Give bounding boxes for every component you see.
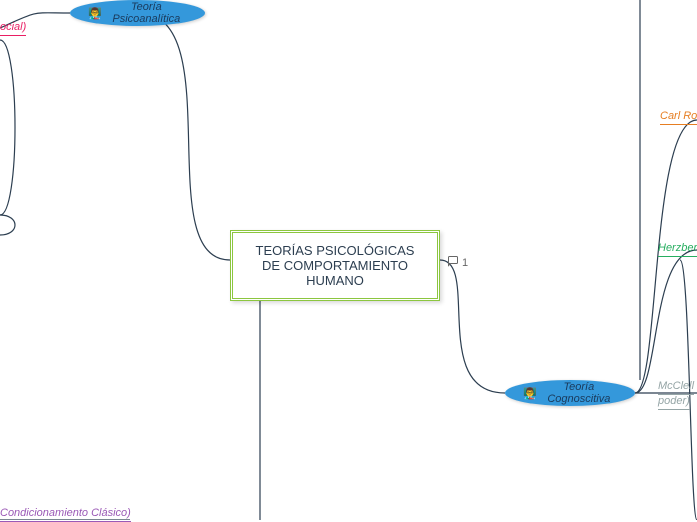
sub-label-mcclelland2[interactable]: poder) — [658, 395, 690, 410]
mindmap-canvas: TEORÍAS PSICOLÓGICAS DE COMPORTAMIENTO H… — [0, 0, 697, 520]
branch-label: Teoría Psicoanalítica — [106, 1, 187, 25]
sub-label-social[interactable]: ocial) — [0, 21, 26, 36]
comment-badge[interactable]: 1 — [447, 255, 468, 270]
teacher-icon: 👨‍🏫 — [88, 7, 102, 20]
central-node[interactable]: TEORÍAS PSICOLÓGICAS DE COMPORTAMIENTO H… — [230, 230, 440, 301]
sub-label-herzberg[interactable]: Herzber — [658, 242, 697, 257]
branch-cognoscitiva[interactable]: 👨‍🏫 Teoría Cognoscitiva — [505, 380, 635, 406]
sub-label-mcclelland1[interactable]: McClell — [658, 380, 694, 395]
central-node-text: TEORÍAS PSICOLÓGICAS DE COMPORTAMIENTO H… — [256, 243, 415, 288]
comment-icon — [447, 255, 459, 270]
teacher-icon: 👨‍🏫 — [523, 387, 537, 400]
comment-count: 1 — [462, 257, 468, 269]
branch-psicoanalitica[interactable]: 👨‍🏫 Teoría Psicoanalítica — [70, 0, 205, 26]
sub-label-carl[interactable]: Carl Ro — [660, 110, 697, 125]
branch-label: Teoría Cognoscitiva — [541, 381, 617, 405]
